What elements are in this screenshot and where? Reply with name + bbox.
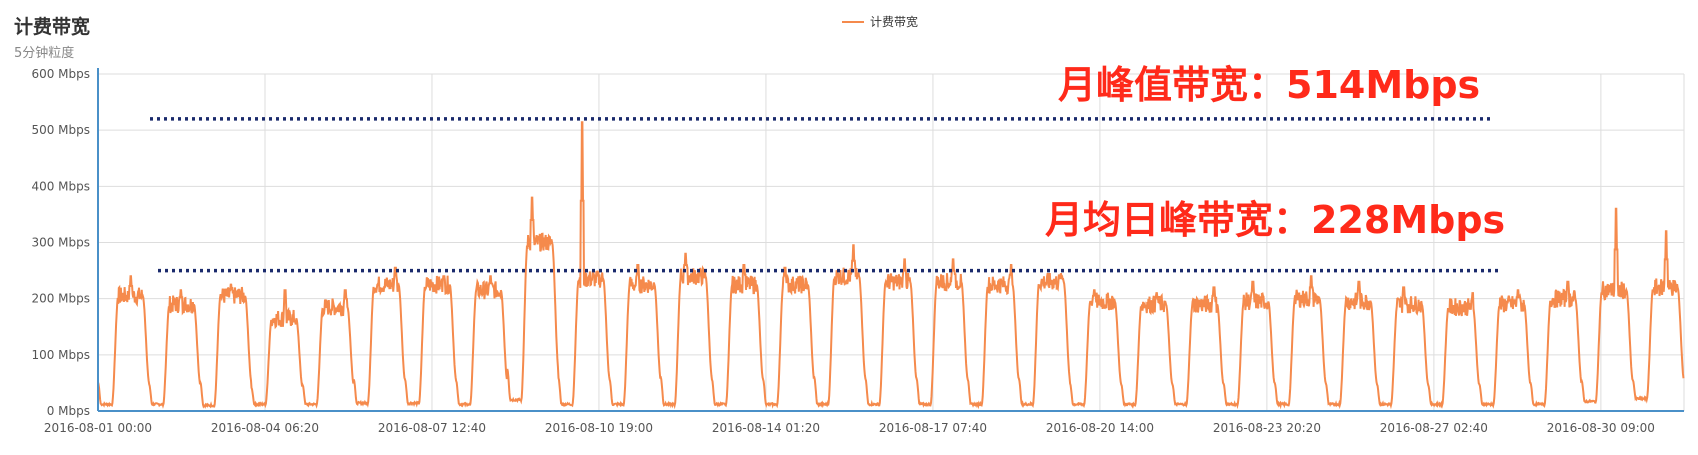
x-tick-label: 2016-08-20 14:00 [1046, 421, 1154, 435]
y-axis-ticks: 0 Mbps 100 Mbps 200 Mbps 300 Mbps 400 Mbps 50… [31, 67, 90, 418]
x-tick-label: 2016-08-07 12:40 [378, 421, 486, 435]
x-tick-label: 2016-08-23 20:20 [1213, 421, 1321, 435]
annotation-avg-daily-peak: 月均日峰带宽：228Mbps [1045, 198, 1505, 242]
legend[interactable]: 计费带宽 [842, 13, 918, 30]
y-tick-label: 400 Mbps [31, 179, 90, 193]
x-tick-label: 2016-08-14 01:20 [712, 421, 820, 435]
x-tick-label: 2016-08-27 02:40 [1380, 421, 1488, 435]
x-tick-label: 2016-08-01 00:00 [44, 421, 152, 435]
reference-lines [150, 117, 1500, 273]
x-tick-label: 2016-08-17 07:40 [879, 421, 987, 435]
y-tick-label: 200 Mbps [31, 292, 90, 306]
y-tick-label: 0 Mbps [47, 404, 90, 418]
annotation-peak: 月峰值带宽：514Mbps [1058, 63, 1480, 107]
legend-swatch-icon [842, 20, 864, 23]
x-tick-label: 2016-08-04 06:20 [211, 421, 319, 435]
x-tick-label: 2016-08-30 09:00 [1547, 421, 1655, 435]
chart-title: 计费带宽 [14, 16, 91, 38]
x-axis-ticks: 2016-08-01 00:00 2016-08-04 06:20 2016-08-… [44, 421, 1655, 435]
legend-label: 计费带宽 [870, 15, 919, 29]
x-tick-label: 2016-08-10 19:00 [545, 421, 653, 435]
y-tick-label: 600 Mbps [31, 67, 90, 81]
grid [97, 73, 1685, 412]
y-tick-label: 300 Mbps [31, 236, 90, 250]
chart-subtitle: 5分钟粒度 [14, 46, 75, 61]
y-tick-label: 100 Mbps [31, 348, 90, 362]
y-tick-label: 500 Mbps [31, 123, 90, 137]
axes [97, 68, 1684, 412]
series-line-计费带宽 [97, 121, 1685, 410]
